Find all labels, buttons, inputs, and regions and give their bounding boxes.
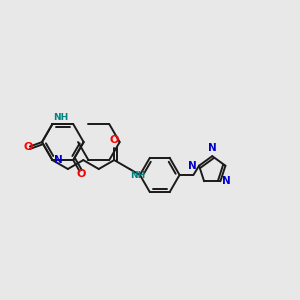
Text: NH: NH (130, 171, 146, 180)
Text: N: N (222, 176, 231, 186)
Text: NH: NH (53, 113, 69, 122)
Text: O: O (76, 169, 86, 179)
Text: O: O (23, 142, 33, 152)
Text: N: N (54, 155, 63, 165)
Text: N: N (208, 143, 217, 153)
Text: O: O (110, 135, 119, 145)
Text: N: N (188, 161, 197, 171)
